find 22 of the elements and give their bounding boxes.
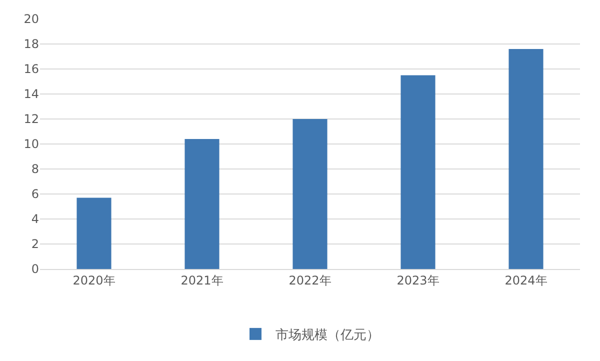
- x-tick-label: 2020年: [72, 273, 116, 288]
- y-tick-label: 12: [24, 112, 39, 126]
- x-tick-label: 2024年: [504, 273, 548, 288]
- y-tick-label: 2: [31, 237, 39, 252]
- legend-label: 市场规模（亿元）: [276, 328, 380, 344]
- x-tick-label: 2022年: [288, 273, 332, 288]
- x-tick-label: 2023年: [396, 273, 440, 288]
- bar: [400, 75, 436, 269]
- y-tick-label: 14: [24, 87, 39, 102]
- y-tick-label: 4: [31, 212, 39, 226]
- y-tick-label: 20: [24, 12, 39, 26]
- x-tick-label: 2021年: [180, 273, 224, 288]
- bar: [292, 119, 328, 269]
- y-tick-label: 0: [31, 262, 39, 276]
- y-tick-label: 8: [31, 162, 39, 176]
- bar: [76, 198, 112, 269]
- y-tick-label: 10: [24, 137, 39, 152]
- bar: [508, 49, 544, 269]
- bar: [184, 139, 220, 269]
- y-tick-label: 6: [31, 187, 39, 202]
- y-tick-label: 16: [24, 62, 39, 76]
- y-tick-label: 18: [24, 37, 39, 52]
